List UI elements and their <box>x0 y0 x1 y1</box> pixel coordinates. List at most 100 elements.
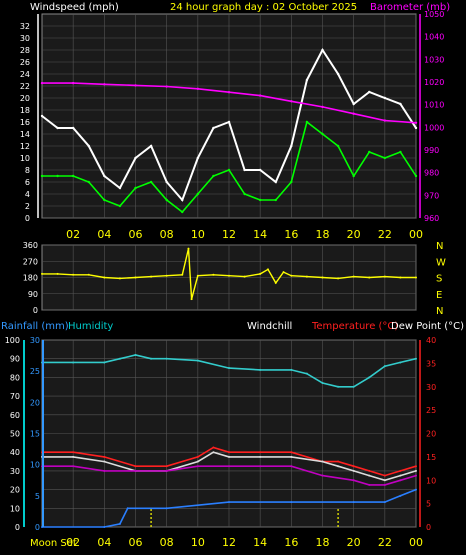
avg_wind-point <box>227 168 231 172</box>
temperature-tick-label: 5 <box>426 500 431 509</box>
wind-tick-label: 14 <box>20 130 30 139</box>
windchill-point <box>337 465 340 468</box>
temperature-axes: 0102030405060708090100051015202530051015… <box>5 336 436 549</box>
wind-x-tick-label: 20 <box>347 228 361 241</box>
windchill-point <box>368 474 371 477</box>
rainfall-legend: Rainfall (mm) <box>1 321 69 332</box>
wind-x-tick-label: 02 <box>66 228 80 241</box>
compass-label: W <box>436 257 446 268</box>
gust-point <box>196 156 200 160</box>
humidity-point <box>134 353 137 356</box>
temperature-point <box>352 465 355 468</box>
humidity-point <box>72 361 75 364</box>
dewpoint-point <box>228 465 230 468</box>
temperature-x-tick-label: 12 <box>222 536 236 549</box>
avg_wind-point <box>258 198 262 202</box>
barometer-tick-label: 1030 <box>424 55 444 64</box>
windchill-point <box>259 455 262 458</box>
temperature-legend: Temperature (°C) <box>311 321 398 332</box>
avg_wind-point <box>87 180 90 184</box>
humidity-tick-label: 50 <box>10 430 20 439</box>
wind-tick-label: 24 <box>20 70 30 79</box>
windchill-point <box>352 469 355 472</box>
temperature-tick-label: 15 <box>426 453 436 462</box>
wind-direction-point <box>134 276 137 279</box>
avg_wind-point <box>181 210 184 214</box>
dewpoint-point <box>415 474 417 477</box>
direction-tick-label: 270 <box>23 257 38 266</box>
temperature-tick-label: 0 <box>426 523 431 532</box>
avg_wind-point <box>321 132 324 136</box>
windchill-point <box>290 455 293 458</box>
avg_wind-point <box>56 174 59 178</box>
temperature-tick-label: 25 <box>426 406 436 415</box>
barometer-tick-label: 990 <box>424 146 439 155</box>
wind-direction-point <box>321 276 324 279</box>
wind-x-tick-label: 08 <box>160 228 174 241</box>
dewpoint-point <box>368 483 371 486</box>
humidity-point <box>352 385 355 388</box>
direction-tick-label: 360 <box>23 241 38 250</box>
wind-direction-point <box>87 273 90 276</box>
gust-point <box>399 102 402 106</box>
dewpoint-point <box>196 465 199 468</box>
wind-direction-point <box>165 274 168 277</box>
wind-series <box>40 48 418 214</box>
barometer-axis-label: Barometer (mb) <box>370 2 450 13</box>
temperature-point <box>399 469 402 472</box>
humidity-tick-label: 0 <box>15 523 20 532</box>
gust-point <box>274 180 277 184</box>
wind-x-tick-label: 12 <box>222 228 236 241</box>
rainfall-tick-label: 30 <box>30 336 40 345</box>
temperature-point <box>103 455 106 458</box>
wind-direction-point <box>228 274 230 277</box>
rainfall-tick-label: 10 <box>30 461 40 470</box>
compass-label: N <box>436 306 443 317</box>
barometer-point <box>383 119 387 122</box>
wind-tick-label: 22 <box>20 82 30 91</box>
temperature-x-tick-label: 04 <box>97 536 111 549</box>
direction-tick-label: 90 <box>28 290 38 299</box>
wind-tick-label: 6 <box>25 178 30 187</box>
wind-tick-label: 8 <box>25 166 30 175</box>
barometer-point <box>103 83 106 86</box>
direction-series <box>41 247 417 301</box>
humidity-point <box>337 385 340 388</box>
temperature-point <box>228 451 230 454</box>
avg_wind-point <box>118 204 122 208</box>
barometer-tick-label: 1020 <box>424 78 444 87</box>
barometer-point <box>40 81 44 85</box>
dewpoint-point <box>72 465 75 468</box>
humidity-tick-label: 60 <box>10 411 20 420</box>
wind-direction-point <box>181 273 184 276</box>
chart-title: 24 hour graph day : 02 October 2025 <box>170 2 357 13</box>
gust-point <box>368 90 371 94</box>
barometer-point <box>134 84 137 87</box>
dewpoint-point <box>103 469 106 472</box>
humidity-point <box>290 368 293 371</box>
wind-x-tick-label: 04 <box>97 228 111 241</box>
avg_wind-point <box>274 198 277 202</box>
gust-point <box>165 180 168 184</box>
humidity-point <box>259 368 262 371</box>
temperature-point <box>165 465 168 468</box>
windchill-point <box>72 455 75 458</box>
wind-direction-point <box>305 275 308 278</box>
gust-point <box>414 126 418 130</box>
wind-tick-label: 20 <box>20 94 30 103</box>
temperature-x-tick-label: 08 <box>160 536 174 549</box>
wind-direction-point <box>243 275 246 278</box>
gust-point <box>181 198 184 202</box>
temperature-x-tick-label: 14 <box>253 536 267 549</box>
compass-label: N <box>436 241 443 252</box>
wind-x-tick-label: 18 <box>316 228 330 241</box>
rainfall-point <box>228 501 230 504</box>
humidity-point <box>118 357 121 360</box>
wind-tick-label: 18 <box>20 106 30 115</box>
gust-point <box>336 72 340 76</box>
barometer-point <box>258 94 262 97</box>
wind-direction-point <box>368 276 371 279</box>
gust-point <box>258 168 262 172</box>
dewpoint-point <box>383 483 386 486</box>
